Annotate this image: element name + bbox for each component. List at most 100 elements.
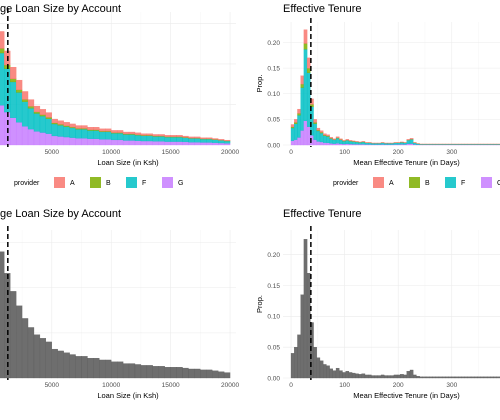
bar-segment-A	[200, 137, 207, 139]
bar-segment-F	[146, 135, 153, 142]
x-tick-label: 0	[289, 382, 293, 389]
x-tick-label: 10000	[102, 149, 120, 156]
bar-segment-G	[306, 126, 311, 146]
bar	[483, 376, 488, 379]
bar	[361, 373, 366, 379]
bar-segment-A	[75, 125, 82, 129]
bar	[374, 375, 378, 379]
bar-segment-G	[406, 143, 411, 146]
bar-segment-A	[194, 136, 201, 139]
bar-segment-F	[348, 141, 353, 145]
bar	[445, 376, 449, 379]
bar	[486, 376, 491, 379]
bar-segment-G	[128, 140, 136, 146]
legend-title: provider	[14, 180, 40, 187]
bar-segment-G	[300, 130, 305, 146]
bar-segment-G	[326, 142, 330, 146]
bar-segment-F	[152, 136, 159, 142]
bar-segment-F	[306, 72, 311, 127]
bar-segment-F	[326, 136, 330, 143]
bar-segment-F	[342, 141, 346, 145]
bar-segment-A	[51, 118, 58, 124]
bar-segment-F	[290, 127, 295, 141]
bar	[27, 327, 35, 379]
bar-segment-F	[15, 92, 23, 123]
bar	[182, 367, 189, 379]
bar	[332, 370, 337, 379]
bar-segment-G	[335, 143, 340, 146]
bar-segment-G	[164, 141, 171, 146]
bar	[409, 369, 414, 379]
bar	[351, 372, 356, 379]
bar-segment-G	[345, 143, 350, 146]
bar-segment-F	[122, 134, 130, 141]
bar-segment-F	[319, 132, 324, 143]
bar-segment-G	[87, 138, 94, 146]
bar-segment-F	[390, 143, 395, 145]
bar	[454, 376, 459, 379]
bar	[377, 375, 382, 379]
bar-segment-F	[63, 126, 70, 138]
y-tick-label: 0.00	[267, 375, 280, 382]
legend-key-F	[445, 177, 456, 188]
bar	[345, 371, 350, 379]
legend-label: B	[425, 180, 430, 187]
bar	[335, 367, 340, 379]
y-tick-label: 0.05	[267, 344, 280, 351]
x-tick-label: 15000	[162, 149, 180, 156]
bar	[451, 376, 456, 379]
legend: provider A B F G	[333, 177, 500, 188]
bar-segment-F	[332, 139, 337, 144]
bar-segment-B	[306, 68, 311, 73]
bar-segment-F	[409, 139, 414, 144]
bar-segment-F	[345, 140, 350, 144]
bar	[152, 366, 159, 379]
bar-segment-A	[306, 57, 311, 69]
bar-segment-A	[15, 79, 23, 91]
bar-segment-G	[200, 142, 207, 146]
bar-segment-A	[300, 75, 305, 85]
bar	[223, 372, 231, 379]
bar-segment-F	[51, 123, 58, 137]
x-tick-label: 15000	[162, 382, 180, 389]
bar	[490, 376, 494, 379]
y-tick-label: 0.05	[267, 117, 280, 124]
bar	[496, 376, 500, 379]
panel-2: Effective Tenure 0 100 200 300 0.00 0.05 0.10 0.…	[255, 3, 500, 188]
y-axis-title: Prop.	[255, 75, 264, 93]
bar-segment-B	[300, 83, 305, 88]
bar	[400, 374, 404, 379]
bar-segment-F	[335, 138, 340, 144]
x-tick-label: 0	[289, 149, 293, 156]
legend: provider A B F G	[14, 177, 183, 188]
bar-segment-F	[99, 131, 106, 140]
bar-segment-G	[206, 142, 213, 146]
bar-segment-F	[329, 138, 333, 144]
bar-segment-F	[371, 143, 375, 145]
y-axis-title: Prop.	[255, 295, 264, 313]
bar-segment-A	[303, 29, 308, 44]
x-tick-label: 200	[393, 382, 404, 389]
bar	[348, 372, 353, 379]
x-tick-label: 20000	[221, 382, 239, 389]
bar-segment-G	[329, 143, 333, 146]
y-tick-label: 0.20	[267, 40, 280, 47]
bar-segment-A	[339, 138, 343, 140]
x-tick-label: 10000	[102, 382, 120, 389]
bar-segment-F	[111, 133, 118, 141]
x-tick-label: 300	[446, 149, 457, 156]
bar-segment-F	[128, 134, 136, 141]
bar-segment-G	[313, 139, 317, 146]
bar-segment-G	[75, 138, 82, 146]
bar-segment-F	[358, 142, 362, 145]
bar	[480, 376, 485, 379]
bar	[316, 357, 321, 379]
bar-segment-A	[134, 132, 142, 135]
bar-segment-G	[223, 143, 231, 146]
bar	[422, 376, 427, 379]
bar-segment-G	[134, 140, 142, 146]
bar-segment-F	[300, 87, 305, 131]
bar	[0, 251, 5, 379]
bar-segment-F	[212, 139, 219, 143]
bar	[419, 376, 423, 379]
